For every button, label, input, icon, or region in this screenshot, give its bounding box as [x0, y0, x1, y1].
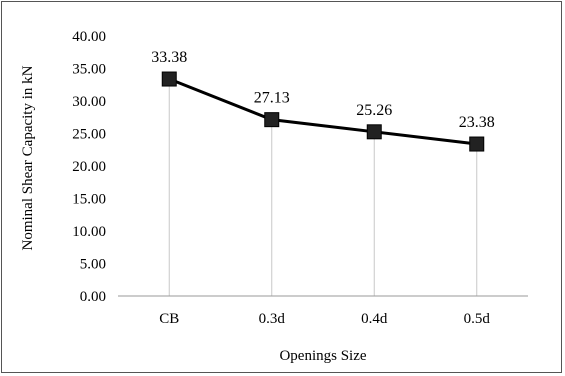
x-tick-label: 0.3d [259, 311, 286, 327]
data-point-marker [264, 112, 280, 128]
data-point-marker [161, 71, 177, 87]
drop-lines [168, 79, 478, 296]
data-labels: 33.38 27.13 25.26 23.38 [151, 49, 495, 131]
x-tick-label: CB [159, 311, 179, 327]
series-line [168, 77, 477, 146]
y-tick-labels: 0.00 5.00 10.00 15.00 20.00 25.00 30.00 35.00 40… [72, 29, 106, 305]
y-tick-label: 0.00 [80, 289, 106, 305]
data-point-marker [366, 124, 382, 140]
y-tick-label: 15.00 [72, 192, 106, 208]
x-axis-title: Openings Size [279, 348, 366, 364]
data-label: 27.13 [254, 90, 290, 107]
y-tick-label: 30.00 [72, 94, 106, 110]
y-tick-label: 20.00 [72, 159, 106, 175]
x-tick-labels: CB 0.3d 0.4d 0.5d [159, 311, 490, 327]
data-label: 23.38 [459, 114, 495, 131]
data-label: 33.38 [151, 49, 187, 66]
x-tick-label: 0.4d [361, 311, 388, 327]
y-tick-label: 40.00 [72, 29, 106, 45]
y-tick-label: 10.00 [72, 224, 106, 240]
y-tick-label: 25.00 [72, 127, 106, 143]
series-markers [161, 71, 485, 152]
y-axis-title: Nominal Shear Capacity in kN [20, 65, 36, 250]
x-tick-label: 0.5d [464, 311, 491, 327]
y-tick-label: 35.00 [72, 62, 106, 78]
data-point-marker [469, 136, 485, 152]
y-tick-label: 5.00 [80, 257, 106, 273]
data-label: 25.26 [356, 102, 392, 119]
